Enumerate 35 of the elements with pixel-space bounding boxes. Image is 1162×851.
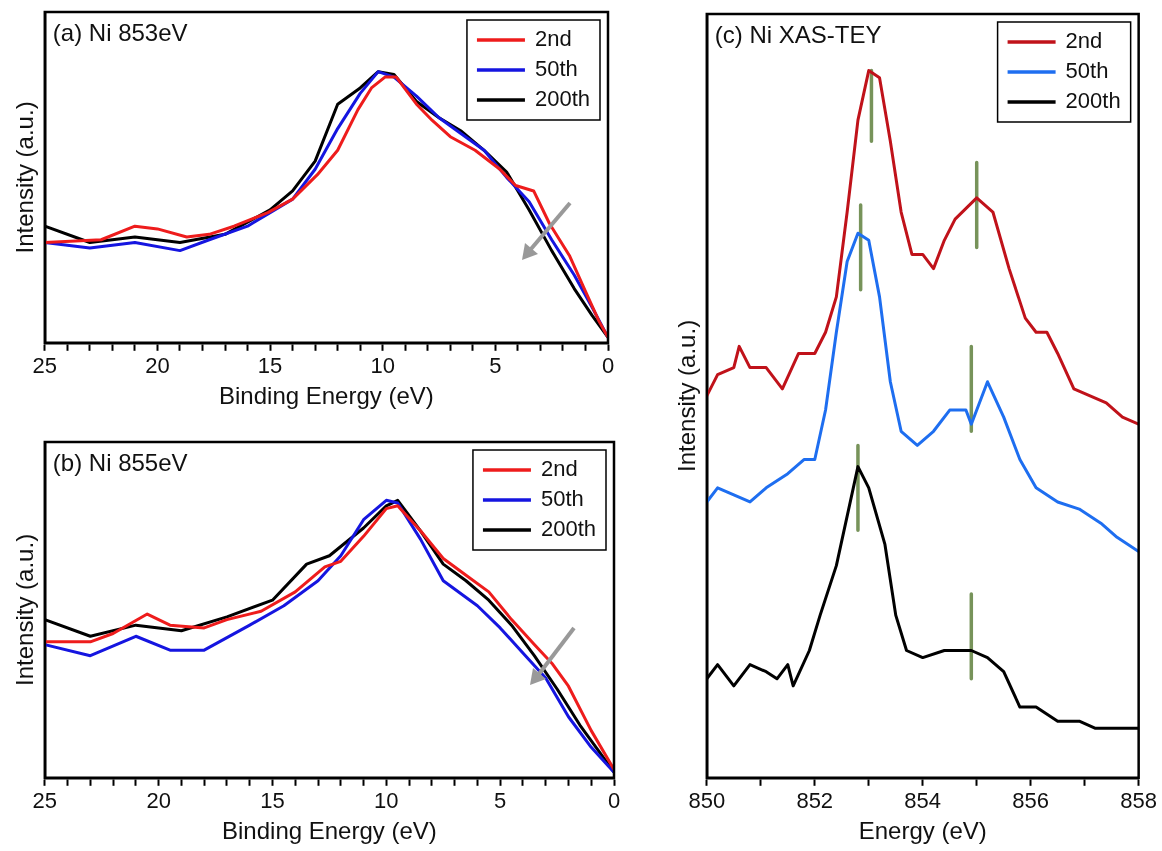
x-tick-label: 5	[494, 788, 507, 814]
y-axis-title: Intensity (a.u.)	[11, 533, 39, 686]
chart-title: (b) Ni 855eV	[52, 448, 188, 476]
legend-label: 50th	[1065, 58, 1109, 84]
x-tick-label: 0	[607, 788, 621, 814]
legend-label: 2nd	[540, 456, 578, 482]
legend-label: 200th	[1065, 88, 1121, 114]
x-tick-label: 10	[374, 788, 399, 814]
legend-label: 200th	[534, 86, 591, 112]
y-axis-title: Intensity (a.u.)	[673, 319, 701, 472]
chart-title: (c) Ni XAS-TEY	[714, 20, 882, 48]
x-tick-label: 20	[146, 788, 171, 814]
legend-label: 50th	[540, 486, 584, 512]
x-axis-title: Binding Energy (eV)	[219, 382, 434, 410]
x-tick-label: 854	[904, 788, 942, 814]
x-tick-label: 5	[489, 353, 502, 379]
y-axis-title: Intensity (a.u.)	[11, 101, 39, 254]
legend-label: 2nd	[1065, 28, 1103, 54]
x-tick-label: 856	[1012, 788, 1050, 814]
x-tick-label: 15	[260, 788, 285, 814]
chart-title: (a) Ni 853eV	[52, 18, 188, 46]
x-tick-label: 852	[796, 788, 834, 814]
x-tick-label: 850	[688, 788, 726, 814]
legend-label: 50th	[534, 56, 578, 82]
x-axis-title: Binding Energy (eV)	[222, 817, 437, 845]
x-tick-label: 25	[32, 353, 58, 379]
x-tick-label: 858	[1120, 788, 1158, 814]
legend-label: 200th	[540, 516, 597, 542]
x-tick-label: 0	[601, 353, 615, 379]
x-tick-label: 10	[370, 353, 395, 379]
x-tick-label: 20	[145, 353, 170, 379]
x-axis-title: Energy (eV)	[858, 817, 987, 845]
legend-label: 2nd	[534, 26, 572, 52]
x-tick-label: 15	[257, 353, 283, 379]
x-tick-label: 25	[32, 788, 58, 814]
